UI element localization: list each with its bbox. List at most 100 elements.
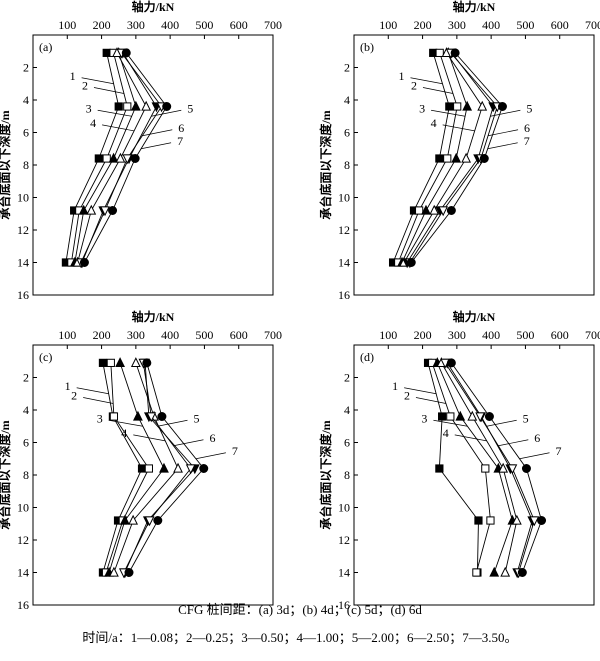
series-label: 6 [209, 431, 215, 445]
x-tick-label: 200 [93, 18, 111, 32]
series-label: 5 [194, 411, 200, 425]
y-tick-label: 14 [17, 566, 29, 580]
marker [498, 462, 509, 473]
marker [122, 154, 133, 165]
x-tick-label: 200 [414, 328, 432, 342]
marker [500, 566, 511, 577]
x-tick-label: 500 [516, 328, 534, 342]
leader-line [490, 109, 521, 117]
marker [115, 357, 125, 367]
y-tick-label: 8 [344, 468, 350, 482]
marker [443, 154, 452, 163]
leader-line [81, 77, 114, 85]
marker [109, 412, 119, 421]
series-label: 7 [524, 134, 530, 148]
note: 时间/a：1—0.08；2—0.25；3—0.50；4—1.00；5—2.00；… [82, 630, 517, 646]
marker [486, 516, 495, 525]
marker [497, 102, 507, 111]
y-tick-label: 2 [344, 371, 350, 385]
marker [435, 48, 444, 57]
leader-line [454, 434, 487, 442]
x-tick-label: 400 [161, 328, 179, 342]
marker [474, 516, 483, 525]
leader-line [83, 397, 114, 404]
marker [477, 100, 488, 111]
marker [455, 410, 466, 421]
leader-line [410, 77, 443, 85]
x-axis-label: 轴力/kN [453, 309, 496, 324]
x-tick-label: 300 [127, 18, 145, 32]
x-tick-label: 200 [414, 18, 432, 32]
marker [185, 464, 196, 475]
y-axis-label: 承台底面以下深度/m [0, 110, 12, 219]
marker [450, 48, 460, 58]
x-tick-label: 200 [93, 328, 111, 342]
x-tick-label: 100 [58, 328, 76, 342]
series-label: 6 [534, 431, 540, 445]
series-label: 6 [524, 121, 530, 135]
leader-line [498, 439, 529, 447]
marker [121, 48, 131, 58]
marker [438, 206, 449, 217]
x-tick-label: 300 [448, 328, 466, 342]
marker [479, 154, 489, 163]
leader-line [93, 87, 125, 94]
marker [123, 102, 132, 111]
series-label: 2 [82, 79, 88, 93]
marker [133, 410, 143, 421]
marker [507, 464, 518, 475]
marker [445, 102, 454, 111]
marker [115, 152, 126, 163]
series-line [123, 362, 192, 573]
panel-label: (d) [360, 350, 374, 364]
series-line [124, 362, 196, 573]
y-tick-label: 10 [17, 501, 29, 515]
marker [462, 100, 473, 111]
marker [130, 100, 141, 111]
series-label: 3 [419, 101, 425, 115]
marker [199, 464, 209, 473]
leader-line [433, 419, 468, 427]
y-tick-label: 10 [17, 191, 29, 205]
plot-frame [353, 344, 595, 606]
y-tick-label: 10 [338, 191, 350, 205]
leader-line [133, 434, 166, 442]
y-tick-label: 6 [344, 126, 350, 140]
series-label: 4 [431, 116, 437, 130]
y-tick-label: 8 [23, 468, 29, 482]
marker [421, 204, 431, 215]
x-tick-label: 500 [195, 18, 213, 32]
x-tick-label: 100 [379, 18, 397, 32]
y-tick-label: 14 [17, 256, 29, 270]
y-tick-label: 14 [338, 566, 350, 580]
series-label: 7 [177, 134, 183, 148]
marker [446, 412, 455, 421]
series-label: 4 [443, 426, 449, 440]
marker [119, 514, 130, 525]
marker [144, 516, 155, 527]
marker [109, 566, 119, 577]
y-tick-label: 4 [23, 93, 29, 107]
leader-line [141, 142, 172, 150]
series-label: 5 [523, 411, 529, 425]
marker [438, 412, 447, 421]
x-tick-label: 700 [264, 18, 282, 32]
leader-line [431, 109, 466, 117]
leader-line [415, 397, 447, 404]
x-tick-label: 400 [161, 18, 179, 32]
y-tick-label: 12 [338, 223, 350, 237]
leader-line [108, 419, 143, 427]
caption: CFG 桩间距：(a) 3d；(b) 4d；(c) 5d；(d) 6d [178, 602, 422, 618]
leader-line [519, 452, 550, 460]
y-tick-label: 6 [23, 436, 29, 450]
y-tick-label: 4 [344, 93, 350, 107]
x-tick-label: 600 [551, 328, 569, 342]
marker [461, 152, 472, 163]
marker [511, 514, 522, 525]
x-tick-label: 600 [230, 328, 248, 342]
marker [108, 206, 118, 215]
leader-line [442, 124, 475, 132]
marker [102, 48, 111, 57]
y-tick-label: 4 [23, 403, 29, 417]
marker [94, 154, 103, 163]
